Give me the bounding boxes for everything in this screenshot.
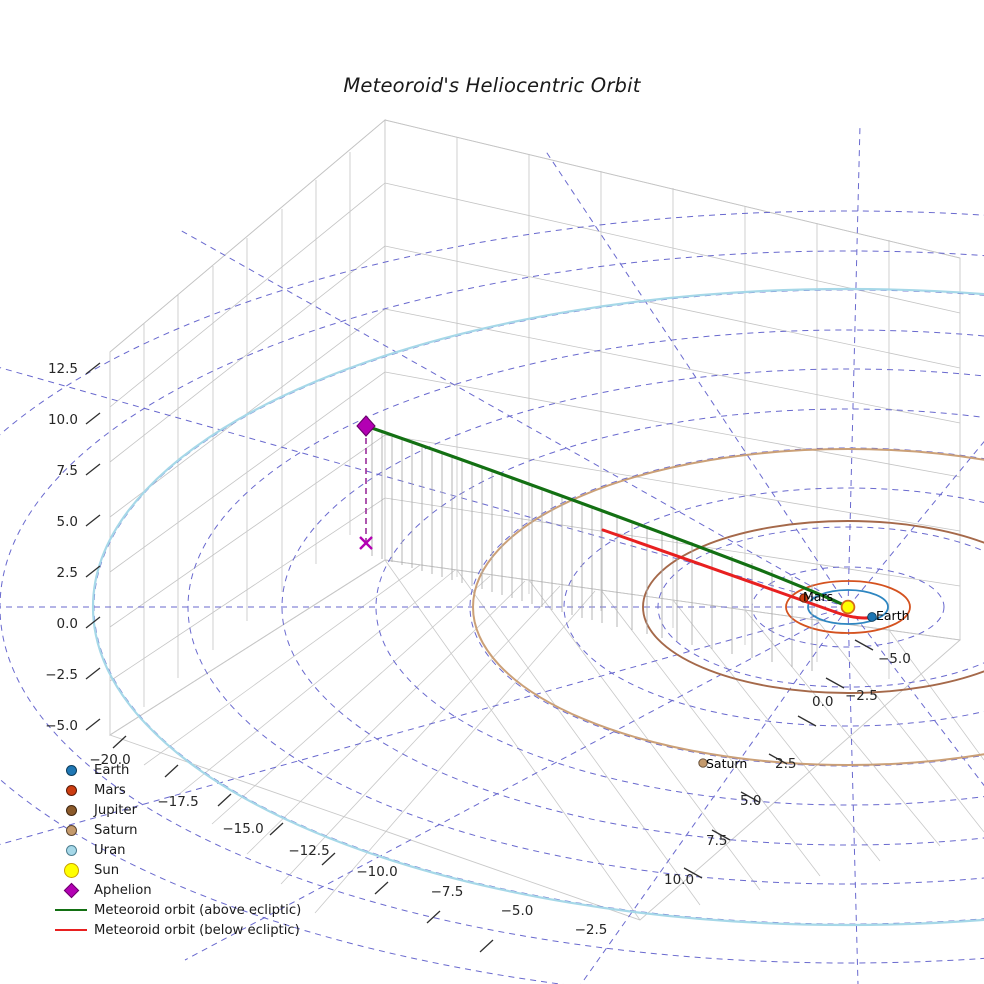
x-axis-tick-labels: −20.0 −17.5 −15.0 −12.5 −10.0 −7.5 −5.0 …	[89, 752, 607, 938]
saturn-legend-icon	[48, 824, 94, 836]
z-tick-label: 2.5	[57, 565, 78, 581]
y-tick-label: 10.0	[664, 872, 694, 888]
z-tick-label: 10.0	[48, 412, 78, 428]
pane-grid-floor	[109, 559, 984, 921]
legend-entry-orbit-above[interactable]: Meteoroid orbit (above ecliptic)	[48, 900, 301, 920]
jupiter-orbit	[642, 520, 984, 694]
mars-orbit	[785, 580, 911, 634]
x-tick-label: −15.0	[222, 821, 263, 837]
legend-label: Mars	[94, 782, 126, 798]
legend-label: Meteoroid orbit (below ecliptic)	[94, 922, 300, 938]
saturn-orbit	[472, 448, 984, 766]
body-annotations: Earth Mars Saturn	[706, 589, 910, 771]
legend-label: Meteoroid orbit (above ecliptic)	[94, 902, 302, 918]
orbit-above-legend-icon	[48, 909, 94, 911]
legend-entry-orbit-below[interactable]: Meteoroid orbit (below ecliptic)	[48, 920, 301, 940]
body-markers	[356, 415, 877, 768]
legend-label: Jupiter	[94, 802, 137, 818]
z-tick-label: 7.5	[57, 463, 78, 479]
meteoroid-orbit-above-ecliptic	[364, 424, 850, 609]
legend-entry-jupiter[interactable]: Jupiter	[48, 800, 301, 820]
aphelion-legend-icon	[48, 882, 94, 898]
orbit-stem-lines	[371, 429, 813, 671]
legend-entry-saturn[interactable]: Saturn	[48, 820, 301, 840]
y-axis-ticks	[683, 639, 874, 879]
z-tick-label: 5.0	[57, 514, 78, 530]
aphelion-projection-x-marker	[359, 536, 373, 550]
legend-entry-earth[interactable]: Earth	[48, 760, 301, 780]
y-tick-label: 5.0	[740, 793, 761, 809]
legend-label: Uran	[94, 842, 126, 858]
saturn-label: Saturn	[706, 756, 747, 771]
x-tick-label: −10.0	[356, 864, 397, 880]
z-tick-label: 0.0	[57, 616, 78, 632]
aphelion-marker	[356, 415, 376, 437]
jupiter-legend-icon	[48, 804, 94, 816]
x-axis-ticks	[112, 735, 494, 953]
legend-entry-uranus[interactable]: Uran	[48, 840, 301, 860]
uranus-orbit	[92, 287, 984, 927]
y-tick-label: −5.0	[878, 651, 911, 667]
legend-entry-mars[interactable]: Mars	[48, 780, 301, 800]
mars-legend-icon	[48, 784, 94, 796]
x-tick-label: −2.5	[575, 922, 608, 938]
x-tick-label: −17.5	[157, 794, 198, 810]
y-tick-label: 2.5	[775, 756, 796, 772]
saturn-marker	[698, 758, 708, 768]
legend-entry-sun[interactable]: Sun	[48, 860, 301, 880]
x-tick-label: −12.5	[288, 843, 329, 859]
earth-legend-icon	[48, 764, 94, 776]
z-tick-label: −5.0	[45, 718, 78, 734]
earth-marker	[867, 612, 877, 622]
uranus-legend-icon	[48, 844, 94, 856]
mars-label: Mars	[803, 589, 833, 604]
y-tick-label: 0.0	[812, 694, 833, 710]
x-tick-label: −20.0	[89, 752, 130, 768]
orbit-below-legend-icon	[48, 929, 94, 931]
sun-legend-icon	[48, 862, 94, 878]
earth-label: Earth	[876, 608, 910, 623]
legend-label: Aphelion	[94, 882, 152, 898]
mars-marker	[799, 593, 809, 603]
earth-orbit	[807, 589, 889, 625]
z-axis-ticks	[85, 362, 101, 731]
page-title: Meteoroid's Heliocentric Orbit	[343, 74, 641, 97]
y-axis-tick-labels: −5.0 −2.5 0.0 2.5 5.0 7.5 10.0	[664, 651, 911, 888]
planet-orbits	[92, 287, 984, 927]
legend: Earth Mars Jupiter Saturn Uran	[48, 760, 301, 940]
z-axis-tick-labels: 12.5 10.0 7.5 5.0 2.5 0.0 −2.5 −5.0	[45, 361, 78, 734]
x-tick-label: −5.0	[501, 903, 534, 919]
z-tick-label: 12.5	[48, 361, 78, 377]
legend-label: Saturn	[94, 822, 138, 838]
y-tick-label: −2.5	[845, 688, 878, 704]
z-tick-label: −2.5	[45, 667, 78, 683]
legend-label: Sun	[94, 862, 120, 878]
x-tick-label: −7.5	[431, 884, 464, 900]
legend-entry-aphelion[interactable]: Aphelion	[48, 880, 301, 900]
sun-marker	[840, 599, 856, 615]
y-tick-label: 7.5	[706, 833, 727, 849]
legend-label: Earth	[94, 762, 130, 778]
